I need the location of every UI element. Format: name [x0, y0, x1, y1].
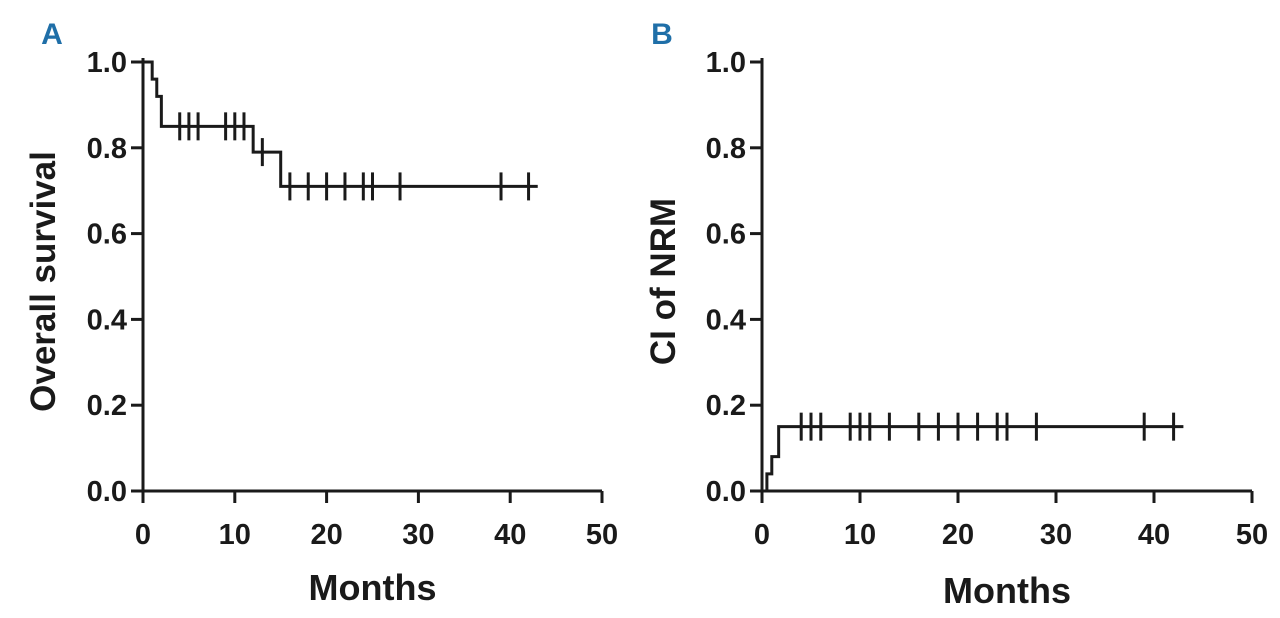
panel-label: A — [41, 18, 63, 51]
x-tick-label: 40 — [494, 519, 526, 551]
x-axis-title: Months — [943, 570, 1071, 611]
step-curve — [762, 425, 1184, 493]
x-axis-title: Months — [309, 567, 437, 608]
y-tick-label: 0.2 — [87, 390, 127, 422]
x-tick-label: 50 — [586, 519, 618, 551]
x-tick-label: 10 — [844, 519, 876, 551]
x-tick-label: 30 — [402, 519, 434, 551]
y-axis-title: CI of NRM — [644, 198, 683, 365]
y-tick-label: 0.0 — [706, 476, 746, 508]
x-tick-label: 20 — [310, 519, 342, 551]
x-tick-label: 20 — [942, 519, 974, 551]
y-axis-title: Overall survival — [24, 151, 63, 412]
panel-a-overall-survival: A 0 10 20 30 40 50 0.0 0.2 0.4 0.6 0.8 1.0 Months Over… — [24, 18, 618, 608]
y-tick-label: 0.8 — [87, 133, 127, 165]
y-tick-label: 0.8 — [706, 133, 746, 165]
y-tick-label: 1.0 — [87, 47, 127, 79]
panel-label: B — [651, 18, 673, 51]
step-curve — [143, 60, 538, 188]
y-tick-label: 0.0 — [87, 476, 127, 508]
y-tick-label: 0.6 — [706, 219, 746, 251]
x-tick-label: 50 — [1236, 519, 1268, 551]
y-tick-label: 0.4 — [706, 304, 746, 336]
y-tick-label: 0.2 — [706, 390, 746, 422]
x-tick-label: 0 — [135, 519, 151, 551]
x-tick-label: 10 — [219, 519, 251, 551]
y-tick-label: 0.4 — [87, 304, 127, 336]
x-tick-label: 40 — [1138, 519, 1170, 551]
x-tick-label: 0 — [754, 519, 770, 551]
y-tick-label: 0.6 — [87, 219, 127, 251]
x-tick-label: 30 — [1040, 519, 1072, 551]
y-tick-label: 1.0 — [706, 47, 746, 79]
panel-b-ci-nrm: B 0 10 20 30 40 50 0.0 0.2 0.4 0.6 0.8 1.0 Months CI o… — [644, 18, 1268, 611]
